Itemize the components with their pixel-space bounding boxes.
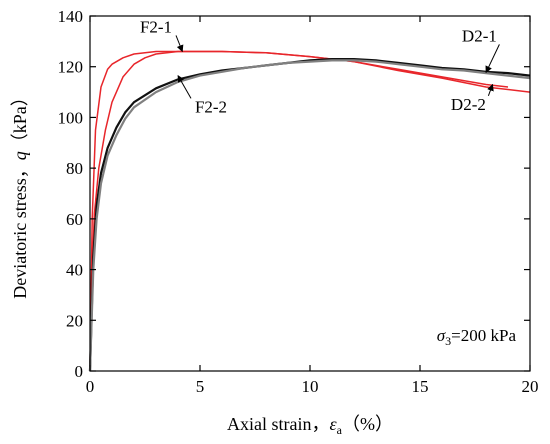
x-tick-label: 15 — [412, 377, 429, 396]
y-tick-label: 140 — [58, 7, 84, 26]
series-line-d2-2 — [88, 59, 531, 372]
x-axis-title-subscript: a — [337, 423, 343, 437]
x-tick-label: 10 — [302, 377, 319, 396]
y-axis-title: Deviatoric stress，q（kPa） — [10, 88, 30, 298]
x-axis-title-symbol: ε — [330, 414, 338, 434]
y-tick-label: 120 — [58, 58, 84, 77]
condition-label-subscript: 3 — [445, 334, 451, 348]
series-layer — [88, 50, 531, 372]
annotation-label-d2-1: D2-1 — [462, 26, 497, 45]
annotation-arrow-d2-2 — [487, 83, 494, 96]
series-line-f2-1 — [89, 50, 509, 372]
annotation-arrow-f2-2 — [177, 74, 192, 99]
annotation-label-f2-1: F2-1 — [140, 17, 172, 36]
condition-label-text: =200 kPa — [451, 326, 516, 345]
y-tick-label: 80 — [66, 159, 83, 178]
condition-label: σ3=200 kPa — [437, 326, 517, 348]
y-axis-title-suffix: （kPa） — [10, 88, 30, 151]
y-tick-label: 100 — [58, 108, 84, 127]
annotation-layer: F2-1 F2-2 D2-1 D2-2 — [140, 17, 500, 116]
x-tick-label: 0 — [86, 377, 95, 396]
y-tick-label: 60 — [66, 210, 83, 229]
x-axis-title-prefix: Axial strain， — [227, 414, 329, 434]
tick-layer: 0 5 10 15 20 0 20 40 60 80 100 120 140 — [58, 7, 539, 396]
condition-label-symbol: σ — [437, 326, 446, 345]
x-tick-label: 5 — [196, 377, 205, 396]
y-tick-label: 20 — [66, 311, 83, 330]
y-axis-title-symbol: q — [10, 151, 30, 160]
x-axis-title-suffix: （%） — [342, 414, 393, 434]
x-tick-label: 20 — [522, 377, 539, 396]
y-tick-label: 0 — [75, 362, 84, 381]
annotation-arrow-f2-1 — [175, 35, 184, 53]
annotation-label-f2-2: F2-2 — [195, 97, 227, 116]
annotation-label-d2-2: D2-2 — [451, 95, 486, 114]
series-line-f2-2 — [89, 50, 531, 372]
x-axis-title: Axial strain，εa（%） — [227, 414, 393, 437]
annotation-arrow-d2-1 — [485, 44, 500, 74]
y-tick-label: 40 — [66, 261, 83, 280]
y-axis-title-prefix: Deviatoric stress， — [10, 160, 30, 298]
